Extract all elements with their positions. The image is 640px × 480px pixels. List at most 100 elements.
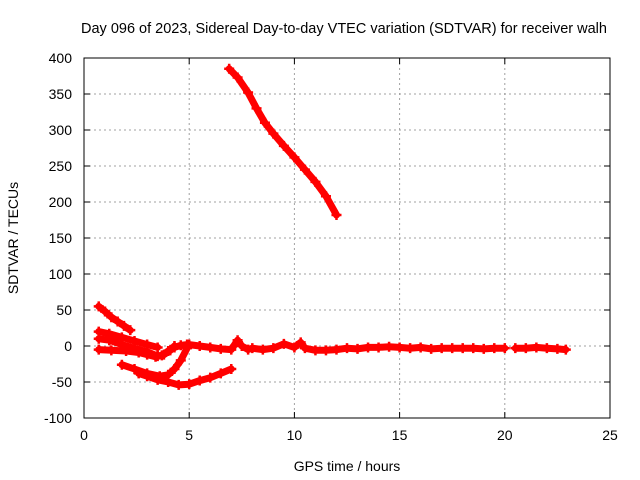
data-point — [468, 343, 479, 354]
data-point — [173, 379, 184, 390]
data-point — [106, 312, 117, 323]
data-point — [236, 341, 247, 351]
series-track-2 — [93, 301, 136, 336]
data-point — [232, 335, 243, 346]
data-point — [352, 343, 363, 354]
chart-title: Day 096 of 2023, Sidereal Day-to-day VTE… — [81, 21, 607, 37]
data-point — [531, 342, 542, 353]
y-tick-label: -100 — [44, 410, 72, 426]
data-point — [415, 342, 426, 353]
data-point — [436, 343, 447, 354]
data-series — [93, 63, 571, 390]
data-point — [142, 349, 153, 360]
data-point — [295, 337, 306, 348]
data-point — [278, 338, 289, 349]
data-point — [489, 343, 500, 354]
data-point — [268, 343, 279, 354]
data-point — [499, 343, 510, 354]
data-point — [552, 343, 563, 354]
x-tick-label: 0 — [80, 427, 88, 443]
data-point — [257, 344, 268, 355]
data-point — [133, 347, 144, 358]
data-point — [289, 152, 300, 163]
data-point — [175, 355, 186, 366]
y-tick-label: 200 — [49, 194, 73, 210]
data-point — [268, 128, 279, 139]
y-tick-label: 300 — [49, 122, 73, 138]
y-tick-label: 350 — [49, 86, 73, 102]
series-trace — [135, 365, 235, 389]
data-point — [163, 377, 174, 387]
data-point — [299, 343, 310, 354]
data-point — [169, 364, 180, 375]
data-point — [541, 343, 552, 354]
data-point — [100, 306, 111, 317]
data-point — [426, 343, 437, 354]
data-point — [226, 344, 237, 355]
data-point — [278, 140, 289, 151]
series-track-7 — [133, 364, 237, 390]
data-point — [93, 333, 104, 344]
x-tick-label: 25 — [602, 427, 618, 443]
data-point — [320, 191, 331, 202]
x-tick-label: 20 — [497, 427, 513, 443]
axis-ticks: 0 5 10 15 20 25 -100 -50 0 50 100 150 200 250 300 350 40… — [44, 50, 618, 443]
data-point — [93, 344, 104, 355]
data-point — [259, 117, 270, 128]
data-point — [243, 87, 254, 98]
y-tick-label: 400 — [49, 50, 73, 66]
data-point — [289, 342, 300, 353]
data-point — [194, 341, 205, 351]
data-point — [133, 368, 144, 379]
data-point — [169, 342, 180, 353]
grid — [84, 58, 610, 418]
y-tick-label: 250 — [49, 158, 73, 174]
y-tick-label: 150 — [49, 230, 73, 246]
data-point — [226, 364, 237, 375]
data-point — [310, 176, 321, 187]
data-point — [520, 343, 531, 354]
data-point — [457, 343, 468, 354]
data-point — [363, 342, 374, 353]
data-point — [152, 374, 163, 385]
data-point — [560, 344, 571, 355]
data-point — [118, 320, 129, 331]
data-point — [215, 343, 226, 354]
series-track-6 — [116, 343, 193, 382]
data-point — [320, 345, 331, 356]
data-point — [205, 372, 216, 383]
data-point — [299, 164, 310, 175]
x-tick-label: 10 — [287, 427, 303, 443]
data-point — [331, 209, 342, 220]
data-point — [205, 342, 216, 353]
x-tick-label: 5 — [185, 427, 193, 443]
series-track-9 — [510, 342, 571, 355]
data-point — [247, 343, 258, 354]
data-point — [93, 301, 104, 312]
data-point — [478, 343, 489, 354]
data-point — [384, 341, 395, 352]
data-point — [106, 345, 117, 356]
data-point — [121, 346, 132, 357]
y-tick-label: 50 — [56, 302, 72, 318]
data-point — [224, 63, 235, 74]
data-point — [116, 359, 127, 370]
y-tick-label: 100 — [49, 266, 73, 282]
data-point — [184, 339, 195, 350]
data-point — [184, 379, 195, 390]
data-point — [232, 72, 243, 83]
series-trace — [225, 65, 340, 219]
data-point — [251, 103, 262, 114]
x-tick-label: 15 — [392, 427, 408, 443]
y-tick-label: -50 — [52, 374, 72, 390]
series-track-5 — [93, 339, 193, 362]
y-tick-label: 0 — [64, 338, 72, 354]
series-track-1 — [224, 63, 342, 220]
data-point — [112, 316, 123, 327]
series-track-8 — [184, 335, 510, 356]
data-point — [194, 375, 205, 386]
data-point — [156, 350, 167, 361]
data-point — [342, 343, 352, 354]
